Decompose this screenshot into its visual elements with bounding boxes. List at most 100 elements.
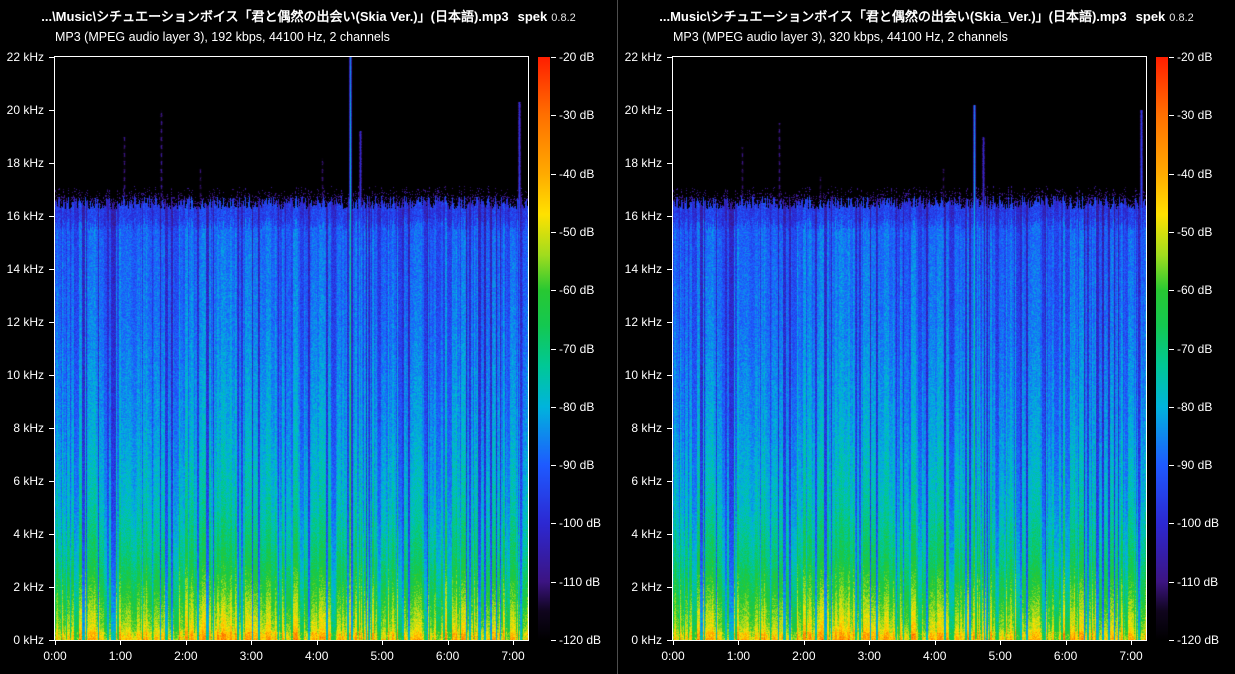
- time-axis-label: 2:00: [174, 649, 198, 663]
- spectrogram-canvas: [673, 57, 1146, 640]
- time-axis-tick: [934, 641, 936, 645]
- db-axis-tick: [551, 173, 556, 175]
- time-axis-label: 0:00: [43, 649, 67, 663]
- spek-window-left: ...\Music\シチュエーションボイス「君と偶然の出会い(Skia Ver.…: [0, 0, 617, 674]
- freq-axis-label: 14 kHz: [6, 262, 44, 276]
- time-axis-label: 4:00: [305, 649, 329, 663]
- db-axis-tick: [1169, 231, 1174, 233]
- freq-axis-tick: [667, 322, 672, 323]
- time-axis-label: 6:00: [435, 649, 460, 663]
- db-axis-tick: [551, 523, 556, 525]
- db-axis-label: -60 dB: [559, 283, 595, 298]
- freq-axis-tick: [667, 481, 672, 482]
- time-axis-label: 5:00: [370, 649, 394, 663]
- db-axis-label: -70 dB: [1177, 341, 1213, 356]
- time-axis-tick: [738, 641, 740, 645]
- time-axis-label: 2:00: [792, 649, 816, 663]
- db-axis-tick: [551, 348, 556, 350]
- freq-axis-label: 22 kHz: [6, 50, 44, 64]
- db-axis-label: -110 dB: [1177, 574, 1219, 589]
- time-axis-tick: [869, 641, 871, 645]
- freq-axis-label: 14 kHz: [624, 262, 662, 276]
- freq-axis-tick: [49, 481, 54, 482]
- freq-axis-tick: [49, 269, 54, 270]
- freq-axis-label: 18 kHz: [624, 156, 662, 170]
- db-axis-label: -120 dB: [1177, 633, 1220, 647]
- db-axis-label: -20 dB: [559, 50, 595, 64]
- db-axis-label: -90 dB: [1177, 458, 1213, 473]
- freq-axis-label: 6 kHz: [13, 474, 44, 488]
- time-axis-label: 6:00: [1053, 649, 1078, 663]
- freq-axis-label: 2 kHz: [13, 580, 44, 594]
- db-axis-tick: [1169, 406, 1174, 408]
- spectrogram-plot: [672, 56, 1147, 641]
- db-color-scale: [538, 57, 550, 640]
- db-axis-label: -90 dB: [559, 458, 595, 473]
- freq-axis-tick: [667, 269, 672, 270]
- db-axis-tick: [551, 406, 556, 408]
- db-axis-tick: [551, 57, 556, 58]
- freq-axis-tick: [667, 163, 672, 164]
- freq-axis-tick: [49, 587, 54, 588]
- db-axis-tick: [551, 115, 556, 117]
- window-divider: [617, 0, 618, 674]
- time-axis-label: 1:00: [108, 649, 133, 663]
- db-axis-tick: [1169, 465, 1174, 467]
- file-path: ...\Music\シチュエーションボイス「君と偶然の出会い(Skia Ver.…: [41, 9, 509, 24]
- freq-axis-tick: [49, 534, 54, 535]
- freq-axis-label: 0 kHz: [13, 633, 44, 647]
- app-version: 0.8.2: [551, 12, 576, 24]
- freq-axis-label: 12 kHz: [6, 315, 44, 329]
- db-axis-label: -30 dB: [1177, 108, 1213, 123]
- time-axis-tick: [1065, 641, 1067, 645]
- spectrogram-canvas: [55, 57, 528, 640]
- time-axis-tick: [55, 641, 56, 645]
- freq-axis-label: 20 kHz: [6, 103, 44, 117]
- freq-axis-label: 0 kHz: [631, 633, 662, 647]
- spek-window-right: ...Music\シチュエーションボイス「君と偶然の出会い(Skia_Ver.)…: [618, 0, 1235, 674]
- time-axis-tick: [251, 641, 253, 645]
- freq-axis-label: 22 kHz: [624, 50, 662, 64]
- audio-format-info: MP3 (MPEG audio layer 3), 320 kbps, 4410…: [673, 30, 1008, 44]
- db-axis-tick: [1169, 290, 1174, 292]
- freq-axis-tick: [49, 375, 54, 376]
- time-axis-tick: [803, 641, 805, 645]
- db-axis-tick: [1169, 640, 1174, 641]
- window-title: ...\Music\シチュエーションボイス「君と偶然の出会い(Skia Ver.…: [0, 6, 617, 25]
- freq-axis-label: 20 kHz: [624, 103, 662, 117]
- freq-axis-tick: [667, 57, 672, 58]
- freq-axis-label: 2 kHz: [631, 580, 662, 594]
- db-axis-label: -100 dB: [1177, 516, 1220, 531]
- db-axis-tick: [551, 290, 556, 292]
- freq-axis-label: 8 kHz: [631, 421, 662, 435]
- freq-axis-label: 16 kHz: [624, 209, 662, 223]
- freq-axis-label: 6 kHz: [631, 474, 662, 488]
- time-axis-label: 5:00: [988, 649, 1012, 663]
- db-axis-tick: [551, 231, 556, 233]
- db-axis-label: -100 dB: [559, 516, 602, 531]
- time-axis-label: 1:00: [726, 649, 751, 663]
- time-axis-tick: [120, 641, 122, 645]
- spectrogram-plot: [54, 56, 529, 641]
- audio-format-info: MP3 (MPEG audio layer 3), 192 kbps, 4410…: [55, 30, 390, 44]
- freq-axis-label: 4 kHz: [13, 527, 44, 541]
- time-axis-tick: [447, 641, 449, 645]
- window-title: ...Music\シチュエーションボイス「君と偶然の出会い(Skia_Ver.)…: [618, 6, 1235, 25]
- time-axis-tick: [316, 641, 318, 645]
- time-axis-label: 3:00: [239, 649, 263, 663]
- freq-axis-tick: [49, 216, 54, 217]
- freq-axis-tick: [49, 57, 54, 58]
- freq-axis-label: 10 kHz: [6, 368, 44, 382]
- db-axis-tick: [1169, 173, 1174, 175]
- app-version: 0.8.2: [1169, 12, 1194, 24]
- db-axis-tick: [1169, 581, 1174, 583]
- db-axis-tick: [1169, 523, 1174, 525]
- db-axis-label: -120 dB: [559, 633, 602, 647]
- time-axis-label: 4:00: [923, 649, 947, 663]
- freq-axis-tick: [667, 534, 672, 535]
- freq-axis-tick: [667, 428, 672, 429]
- time-axis-tick: [1131, 641, 1132, 645]
- freq-axis-tick: [49, 640, 54, 641]
- db-axis-tick: [551, 465, 556, 467]
- db-axis-label: -80 dB: [559, 399, 595, 414]
